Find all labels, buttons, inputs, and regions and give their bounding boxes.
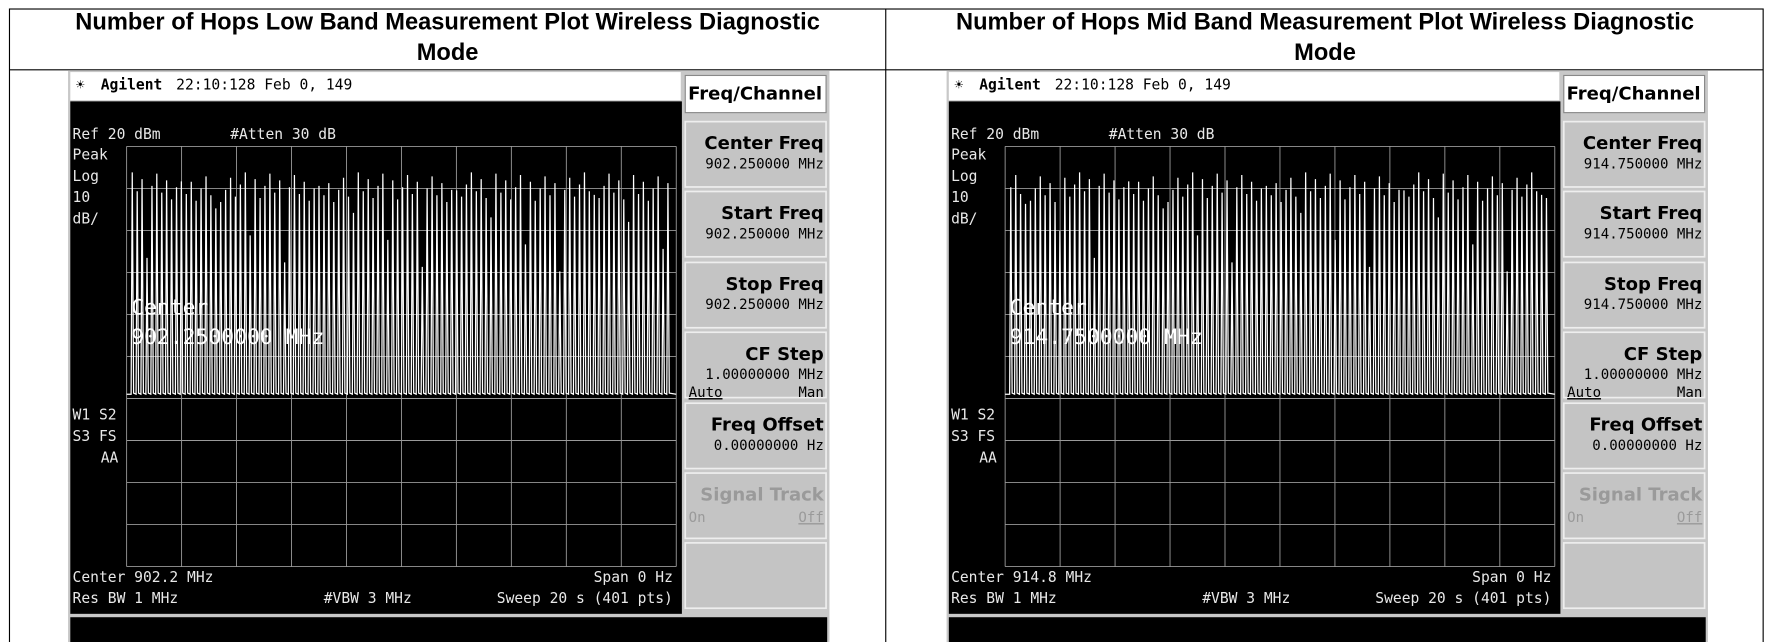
softkey bbox=[1564, 473, 1705, 538]
softkey-label[interactable]: Start Freq bbox=[721, 203, 824, 224]
scale-label: 10 bbox=[951, 189, 969, 206]
softkey-label[interactable]: Stop Freq bbox=[1604, 274, 1702, 295]
softkey-label[interactable]: Center Freq bbox=[704, 133, 823, 154]
brand: Agilent bbox=[979, 77, 1041, 94]
scale-label: Peak bbox=[951, 146, 986, 163]
softkey bbox=[685, 403, 826, 468]
status-label: AA bbox=[101, 449, 119, 466]
marker-value: 914.7500000 MHz bbox=[1010, 325, 1203, 350]
status-label: S3 FS bbox=[951, 428, 995, 445]
softkey-option: Man bbox=[798, 385, 823, 401]
footer-vbw: #VBW 3 MHz bbox=[324, 590, 412, 607]
softkey-value: 902.250000 MHz bbox=[705, 156, 824, 172]
softkey-option: Auto bbox=[1567, 385, 1601, 401]
softkey-value: 902.250000 MHz bbox=[705, 226, 824, 242]
softkey-option: On bbox=[1567, 510, 1584, 526]
footer-res-bw: Res BW 1 MHz bbox=[73, 590, 179, 607]
timestamp: 22:10:128 Feb 0, 149 bbox=[176, 77, 352, 94]
softkey-label[interactable]: Signal Track bbox=[700, 485, 825, 506]
footer-center: Center 902.2 MHz bbox=[73, 569, 214, 586]
column-header: Number of Hops Low Band Measurement Plot… bbox=[75, 10, 820, 66]
footer-res-bw: Res BW 1 MHz bbox=[951, 590, 1057, 607]
softkey-option: On bbox=[689, 510, 706, 526]
softkey bbox=[1564, 122, 1705, 187]
softkey bbox=[1564, 262, 1705, 327]
softkey-value: 1.00000000 MHz bbox=[1584, 367, 1703, 383]
footer-span: Span 0 Hz bbox=[1472, 569, 1551, 586]
scale-label: Log bbox=[73, 168, 99, 185]
softkey-label[interactable]: Signal Track bbox=[1579, 485, 1704, 506]
softkey-value: 914.750000 MHz bbox=[1584, 226, 1703, 242]
footer-center: Center 914.8 MHz bbox=[951, 569, 1092, 586]
brand: Agilent bbox=[101, 77, 163, 94]
footer-sweep: Sweep 20 s (401 pts) bbox=[497, 590, 673, 607]
softkey bbox=[1564, 543, 1705, 608]
status-label: AA bbox=[979, 449, 997, 466]
scale-label: Peak bbox=[73, 146, 108, 163]
status-label: S3 FS bbox=[73, 428, 117, 445]
ref-level: Ref 20 dBm bbox=[951, 126, 1039, 143]
softkey-label[interactable]: Freq Offset bbox=[1589, 415, 1702, 436]
softkey bbox=[685, 473, 826, 538]
softkey-label[interactable]: CF Step bbox=[745, 344, 824, 365]
softkey bbox=[685, 122, 826, 187]
page: {"table": { "headers": ["Number of Hops … bbox=[0, 0, 1767, 642]
attenuation: #Atten 30 dB bbox=[1109, 126, 1215, 143]
marker-label: Center bbox=[1010, 296, 1087, 321]
timestamp: 22:10:128 Feb 0, 149 bbox=[1055, 77, 1231, 94]
softkey-label[interactable]: Freq Offset bbox=[711, 415, 824, 436]
footer-vbw: #VBW 3 MHz bbox=[1202, 590, 1290, 607]
bottom-bar bbox=[70, 617, 827, 642]
status-label: W1 S2 bbox=[73, 407, 117, 424]
bottom-bar bbox=[949, 617, 1706, 642]
footer-sweep: Sweep 20 s (401 pts) bbox=[1375, 590, 1551, 607]
softkey bbox=[685, 262, 826, 327]
softkey bbox=[1564, 191, 1705, 256]
document: Number of Hops Low Band Measurement Plot… bbox=[0, 0, 1767, 642]
scale-label: 10 bbox=[73, 189, 91, 206]
column-header: Number of Hops Mid Band Measurement Plot… bbox=[956, 10, 1694, 66]
attenuation: #Atten 30 dB bbox=[230, 126, 336, 143]
softkey-value: 1.00000000 MHz bbox=[705, 367, 824, 383]
menu-title: Freq/Channel bbox=[1567, 84, 1701, 105]
analyzer-screenshot: Agilent ☀ 22:10:128 Feb 0, 149 Ref 20 dBm #A… bbox=[68, 71, 829, 642]
softkey-value: 0.00000000 Hz bbox=[714, 438, 824, 454]
ref-level: Ref 20 dBm bbox=[73, 126, 161, 143]
softkey bbox=[685, 543, 826, 608]
scale-label: dB/ bbox=[73, 211, 99, 228]
softkey-label[interactable]: Stop Freq bbox=[726, 274, 824, 295]
softkey-option: Auto bbox=[689, 385, 723, 401]
softkey-option: Off bbox=[798, 510, 823, 526]
menu-title: Freq/Channel bbox=[688, 84, 822, 105]
softkey-label[interactable]: CF Step bbox=[1624, 344, 1703, 365]
marker-label: Center bbox=[131, 296, 208, 321]
status-label: W1 S2 bbox=[951, 407, 995, 424]
softkey-option: Off bbox=[1677, 510, 1702, 526]
analyzer-screenshot: Agilent ☀ 22:10:128 Feb 0, 149 Ref 20 dBm #A… bbox=[947, 71, 1708, 642]
softkey-value: 0.00000000 Hz bbox=[1592, 438, 1702, 454]
softkey-label[interactable]: Center Freq bbox=[1583, 133, 1702, 154]
softkey-value: 914.750000 MHz bbox=[1584, 156, 1703, 172]
softkey bbox=[685, 191, 826, 256]
brand-icon: ☀ bbox=[76, 77, 85, 94]
softkey bbox=[1564, 403, 1705, 468]
marker-value: 902.2500000 MHz bbox=[131, 325, 324, 350]
softkey-value: 914.750000 MHz bbox=[1584, 297, 1703, 313]
scale-label: dB/ bbox=[951, 211, 977, 228]
scale-label: Log bbox=[951, 168, 977, 185]
footer-span: Span 0 Hz bbox=[594, 569, 673, 586]
softkey-option: Man bbox=[1677, 385, 1702, 401]
softkey-label[interactable]: Start Freq bbox=[1600, 203, 1703, 224]
softkey-value: 902.250000 MHz bbox=[705, 297, 824, 313]
brand-icon: ☀ bbox=[954, 77, 963, 94]
